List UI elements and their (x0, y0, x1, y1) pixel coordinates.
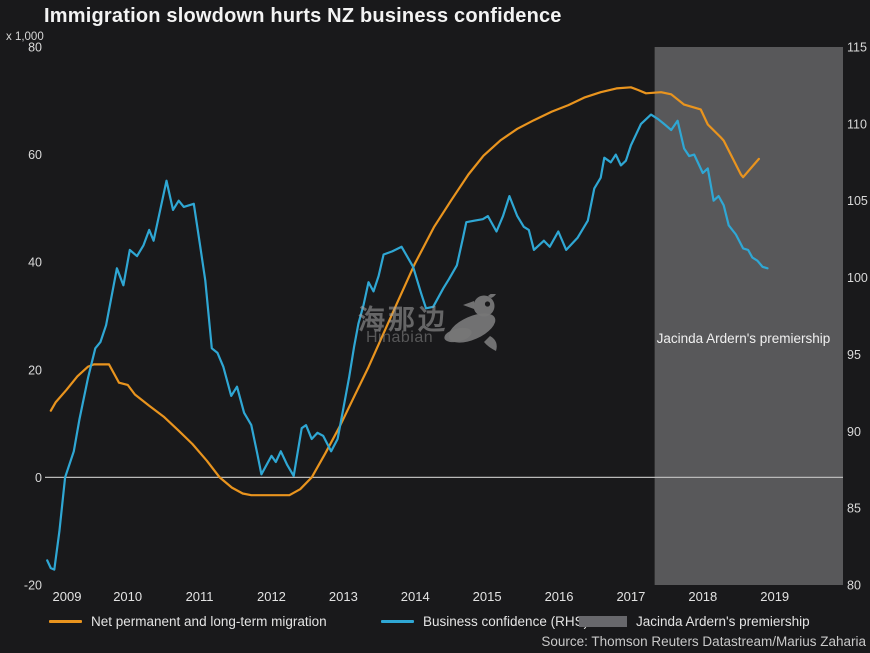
premiership-region (654, 47, 843, 585)
right-axis-tick: 110 (847, 117, 867, 131)
legend-item-migration: Net permanent and long-term migration (49, 611, 327, 631)
x-axis-year-label: 2011 (186, 589, 214, 604)
series-line-right (46, 113, 769, 571)
legend-item-confidence: Business confidence (RHS) (381, 611, 588, 631)
right-axis-tick: 100 (847, 271, 868, 285)
left-axis-tick: 40 (28, 256, 42, 270)
right-axis-tick: 115 (847, 41, 867, 55)
left-axis-tick: -20 (24, 579, 42, 593)
right-axis-tick: 80 (847, 579, 861, 593)
x-axis-year-label: 2015 (473, 589, 502, 604)
x-axis-year-label: 2016 (545, 589, 574, 604)
x-axis-year-label: 2018 (688, 589, 717, 604)
x-axis-year-label: 2010 (113, 589, 142, 604)
premiership-annotation: Jacinda Ardern's premiership (657, 331, 831, 346)
x-axis-year-label: 2014 (401, 589, 430, 604)
premiership-region-swatch (579, 615, 627, 627)
left-axis-tick: 60 (28, 148, 42, 162)
right-axis-tick: 95 (847, 348, 861, 362)
x-axis-year-label: 2009 (53, 589, 82, 604)
series-line-left (49, 86, 761, 497)
legend: Net permanent and long-term migration Bu… (0, 611, 870, 631)
x-axis-year-label: 2013 (329, 589, 358, 604)
right-axis-tick: 105 (847, 194, 868, 208)
left-axis-tick: 20 (28, 363, 42, 377)
legend-item-premiership: Jacinda Ardern's premiership (579, 611, 810, 631)
x-axis-year-label: 2017 (616, 589, 645, 604)
legend-label-premiership: Jacinda Ardern's premiership (636, 613, 810, 629)
left-axis-tick: 0 (35, 471, 42, 485)
left-axis-tick: 80 (28, 41, 42, 55)
x-axis-year-label: 2012 (257, 589, 286, 604)
confidence-line-swatch (381, 619, 414, 623)
right-axis-tick: 85 (847, 502, 861, 516)
legend-label-confidence: Business confidence (RHS) (423, 613, 589, 629)
left-axis-unit-label: x 1,000 (6, 31, 44, 43)
page-title: Immigration slowdown hurts NZ business c… (44, 5, 562, 27)
migration-line-swatch (49, 619, 82, 623)
legend-label-migration: Net permanent and long-term migration (91, 613, 327, 629)
source-attribution: Source: Thomson Reuters Datastream/Mariu… (541, 634, 866, 649)
right-axis-tick: 90 (847, 425, 861, 439)
x-axis-year-label: 2019 (760, 589, 789, 604)
